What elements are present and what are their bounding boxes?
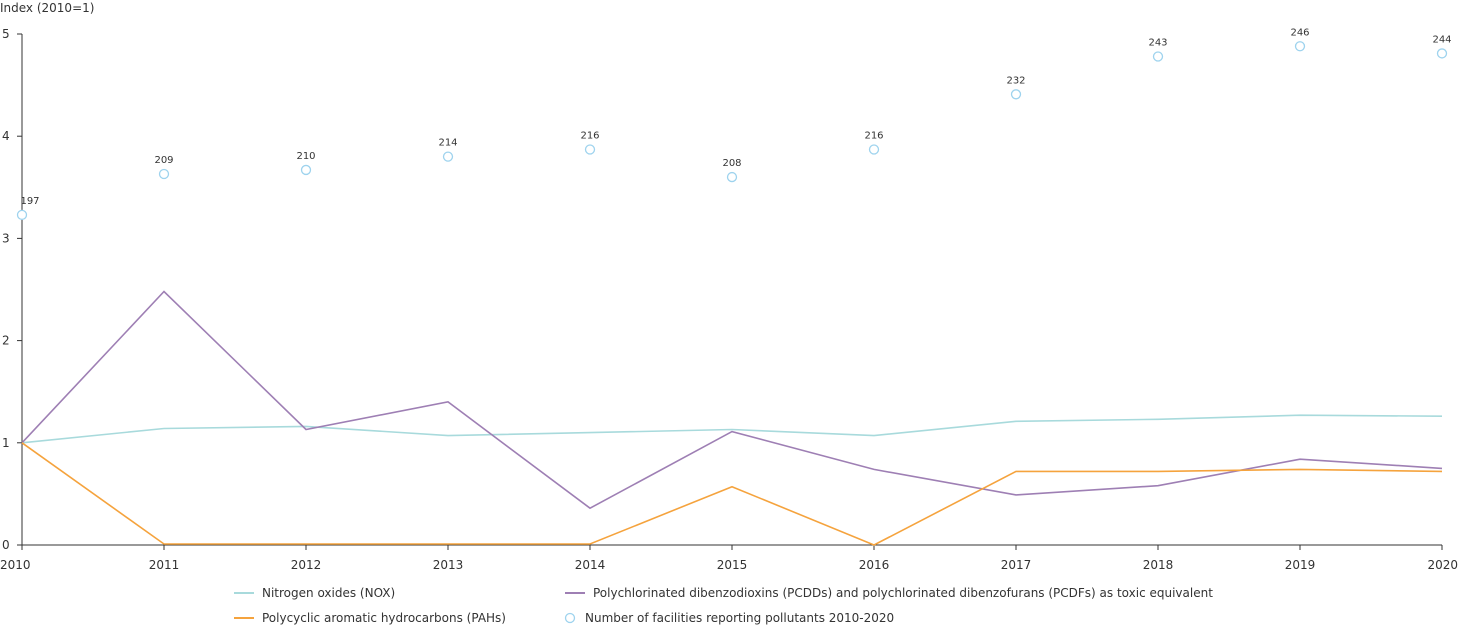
series-3: 197 209 210 214 216 208 216 232 243 246 244	[16, 27, 1452, 221]
data-point	[158, 168, 170, 180]
y-tick-label: 4	[2, 129, 10, 143]
x-tick-label: 2014	[575, 558, 606, 572]
data-point	[16, 209, 28, 221]
data-label: 209	[154, 155, 173, 166]
series-line	[21, 290, 1443, 510]
data-point	[442, 151, 454, 162]
series-line	[21, 442, 1443, 546]
legend-label: Number of facilities reporting pollutant…	[585, 611, 894, 625]
x-tick-label: 2011	[149, 558, 180, 572]
legend-item: Polycyclic aromatic hydrocarbons (PAHs)	[234, 611, 506, 625]
data-point	[1152, 51, 1164, 62]
series-1	[21, 290, 1443, 510]
data-label: 210	[296, 151, 315, 162]
x-tick-label: 2010	[0, 558, 31, 572]
legend-item: Number of facilities reporting pollutant…	[564, 611, 894, 625]
data-point	[300, 164, 312, 176]
x-tick-label: 2017	[1001, 558, 1032, 572]
data-label: 244	[1432, 34, 1451, 45]
y-tick-label: 5	[2, 27, 10, 41]
data-point	[584, 144, 596, 155]
data-label: 243	[1148, 37, 1167, 48]
series-0	[21, 414, 1443, 444]
series-2	[21, 442, 1443, 546]
y-tick-label: 1	[2, 436, 10, 450]
data-label: 197	[20, 196, 39, 207]
data-label: 232	[1006, 75, 1025, 86]
x-tick-label: 2020	[1427, 558, 1458, 572]
y-axis-title: Index (2010=1)	[0, 1, 94, 15]
y-tick-label: 3	[2, 231, 10, 245]
data-point	[1436, 48, 1448, 59]
data-label: 216	[580, 130, 599, 141]
legend-label: Polycyclic aromatic hydrocarbons (PAHs)	[262, 611, 506, 625]
data-label: 246	[1290, 27, 1309, 38]
x-tick-label: 2013	[433, 558, 464, 572]
data-point	[1010, 89, 1022, 100]
data-point	[868, 144, 880, 155]
legend-item: Polychlorinated dibenzodioxins (PCDDs) a…	[565, 586, 1213, 600]
data-point	[1294, 41, 1306, 52]
legend: Nitrogen oxides (NOX) Polychlorinated dib…	[234, 586, 1213, 625]
axes: 0 1 2 3 4 5 2010 2011 2012 2013 2014 2015 2016 2017 20…	[0, 27, 1458, 572]
x-tick-label: 2012	[291, 558, 322, 572]
data-label: 216	[864, 130, 883, 141]
series-line	[21, 414, 1443, 444]
legend-label: Nitrogen oxides (NOX)	[262, 586, 395, 600]
y-tick-label: 2	[2, 334, 10, 348]
x-tick-label: 2018	[1143, 558, 1174, 572]
x-tick-label: 2015	[717, 558, 748, 572]
data-label: 208	[722, 158, 741, 169]
legend-circle-swatch	[564, 612, 576, 624]
data-label: 214	[438, 138, 457, 149]
y-tick-label: 0	[2, 538, 10, 552]
series-layer: 197 209 210 214 216 208 216 232 243 246 244	[16, 27, 1452, 546]
data-point	[726, 171, 738, 183]
x-tick-label: 2016	[859, 558, 890, 572]
legend-item: Nitrogen oxides (NOX)	[234, 586, 395, 600]
legend-label: Polychlorinated dibenzodioxins (PCDDs) a…	[593, 586, 1213, 600]
x-tick-label: 2019	[1285, 558, 1316, 572]
